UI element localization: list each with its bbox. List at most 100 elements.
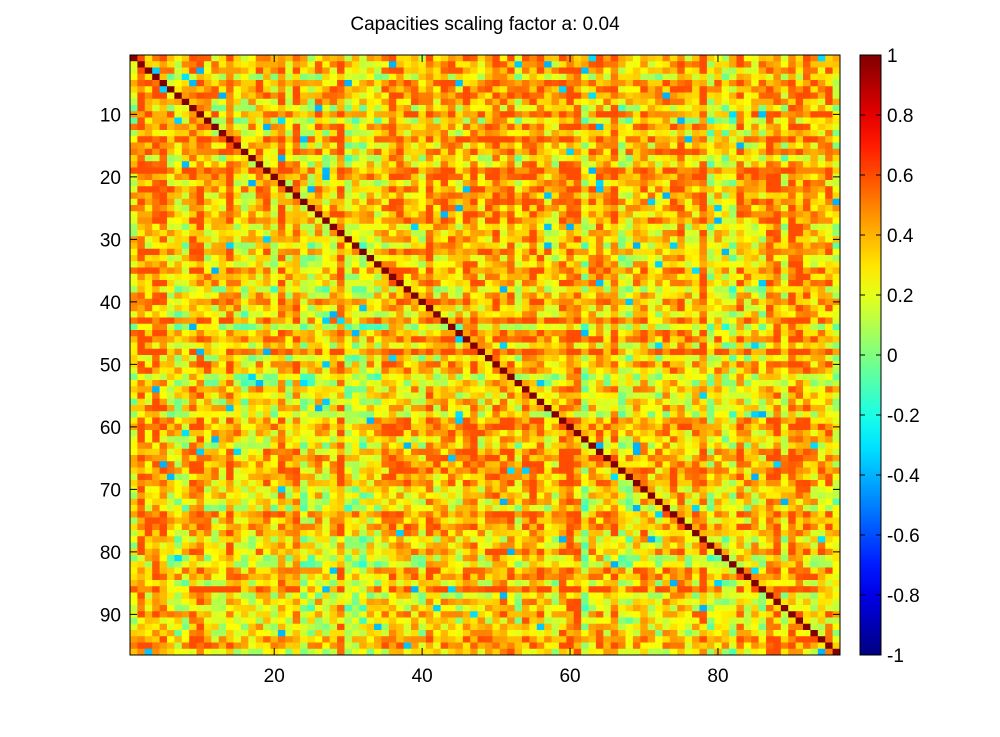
heatmap-cell (766, 367, 774, 375)
heatmap-cell (292, 273, 301, 281)
heatmap-cell (817, 123, 826, 131)
heatmap-cell (359, 211, 368, 218)
heatmap-cell (218, 267, 227, 275)
heatmap-cell (300, 98, 308, 106)
heatmap-cell (677, 130, 686, 137)
heatmap-cell (669, 311, 678, 318)
heatmap-cell (499, 230, 508, 237)
heatmap-cell (433, 248, 442, 256)
heatmap-cell (566, 242, 575, 250)
heatmap-cell (448, 336, 456, 343)
heatmap-cell (344, 342, 353, 350)
heatmap-cell (255, 136, 264, 143)
heatmap-cell (714, 255, 723, 262)
heatmap-cell (803, 292, 811, 300)
heatmap-cell (692, 105, 700, 112)
heatmap-cell (558, 98, 567, 106)
heatmap-cell (751, 80, 760, 87)
heatmap-cell (196, 136, 205, 143)
heatmap-cell (448, 330, 456, 337)
heatmap-cell (551, 80, 560, 87)
heatmap-cell (603, 130, 612, 137)
heatmap-cell (166, 236, 175, 243)
heatmap-cell (588, 367, 597, 375)
heatmap-cell (618, 61, 626, 68)
heatmap-cell (773, 148, 782, 156)
heatmap-cell (632, 130, 641, 137)
heatmap-cell (152, 273, 160, 281)
heatmap-cell (292, 336, 301, 343)
heatmap-cell (832, 192, 841, 200)
heatmap-cell (137, 117, 146, 125)
heatmap-cell (803, 367, 811, 375)
heatmap-cell (218, 367, 227, 375)
heatmap-cell (396, 267, 405, 275)
heatmap-cell (366, 73, 375, 81)
heatmap-cell (189, 342, 197, 350)
heatmap-cell (573, 248, 582, 256)
heatmap-cell (329, 261, 338, 268)
heatmap-cell (203, 286, 212, 293)
heatmap-cell (255, 330, 264, 337)
heatmap-cell (285, 267, 294, 275)
heatmap-cell (803, 317, 811, 325)
heatmap-cell (647, 111, 656, 118)
heatmap-cell (174, 361, 183, 368)
heatmap-cell (558, 355, 567, 362)
heatmap-cell (366, 155, 375, 162)
heatmap-cell (248, 61, 257, 68)
heatmap-cell (344, 273, 353, 281)
heatmap-cell (159, 98, 168, 106)
heatmap-cell (514, 130, 523, 137)
heatmap-cell (647, 336, 656, 343)
heatmap-cell (388, 61, 397, 68)
heatmap-cell (218, 361, 227, 368)
heatmap-cell (181, 311, 190, 318)
heatmap-cell (558, 161, 567, 168)
heatmap-cell (743, 136, 752, 143)
heatmap-cell (647, 286, 656, 293)
heatmap-cell (337, 348, 345, 356)
heatmap-cell (551, 292, 560, 300)
heatmap-cell (618, 230, 626, 237)
heatmap-cell (832, 311, 841, 318)
heatmap-cell (662, 198, 671, 206)
heatmap-cell (795, 117, 804, 125)
heatmap-cell (588, 311, 597, 318)
heatmap-cell (669, 248, 678, 256)
heatmap-cell (544, 180, 552, 187)
heatmap-cell (507, 242, 515, 250)
heatmap-cell (329, 73, 338, 81)
heatmap-cell (292, 261, 301, 268)
heatmap-cell (573, 336, 582, 343)
heatmap-cell (300, 55, 308, 62)
heatmap-cell (736, 311, 745, 318)
heatmap-cell (255, 242, 264, 250)
heatmap-cell (344, 55, 353, 62)
heatmap-cell (374, 155, 382, 162)
heatmap-cell (403, 61, 412, 68)
heatmap-cell (388, 286, 397, 293)
heatmap-cell (455, 217, 464, 225)
heatmap-cell (277, 192, 286, 200)
heatmap-cell (588, 98, 597, 106)
heatmap-cell (832, 286, 841, 293)
heatmap-cell (166, 105, 175, 112)
heatmap-cell (610, 330, 619, 337)
heatmap-cell (433, 230, 442, 237)
heatmap-cell (152, 55, 160, 62)
heatmap-cell (736, 167, 745, 175)
heatmap-cell (485, 280, 493, 287)
heatmap-cell (692, 305, 700, 312)
heatmap-cell (189, 311, 197, 318)
heatmap-cell (595, 211, 604, 218)
heatmap-cell (566, 111, 575, 118)
heatmap-cell (573, 173, 582, 181)
heatmap-cell (174, 230, 183, 237)
heatmap-cell (758, 217, 767, 225)
heatmap-cell (810, 211, 819, 218)
heatmap-cell (263, 180, 271, 187)
heatmap-cell (203, 311, 212, 318)
heatmap-cell (780, 367, 789, 375)
heatmap-cell (144, 336, 153, 343)
